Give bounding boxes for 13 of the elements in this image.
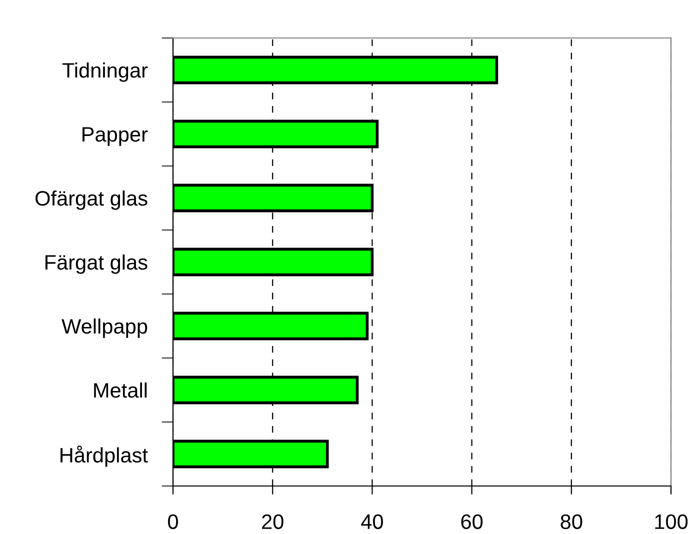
y-tick-label: Papper bbox=[82, 127, 148, 146]
y-tick-label: Hårdplast bbox=[60, 446, 148, 467]
y-tick-label: Ofärgat glas bbox=[36, 190, 148, 210]
y-tick-label: Tidningar bbox=[62, 62, 148, 82]
x-tick-label: 80 bbox=[560, 514, 582, 530]
y-tick-label: Metall bbox=[94, 382, 147, 398]
x-tick-label: 60 bbox=[461, 514, 483, 530]
x-tick-label: 20 bbox=[262, 514, 284, 530]
x-tick-label: 0 bbox=[168, 514, 178, 530]
y-tick-label: Wellpapp bbox=[62, 318, 148, 338]
x-tick-label: 40 bbox=[361, 514, 383, 530]
y-tick-label: Färgat glas bbox=[46, 254, 148, 274]
x-tick-label: 100 bbox=[655, 514, 688, 530]
